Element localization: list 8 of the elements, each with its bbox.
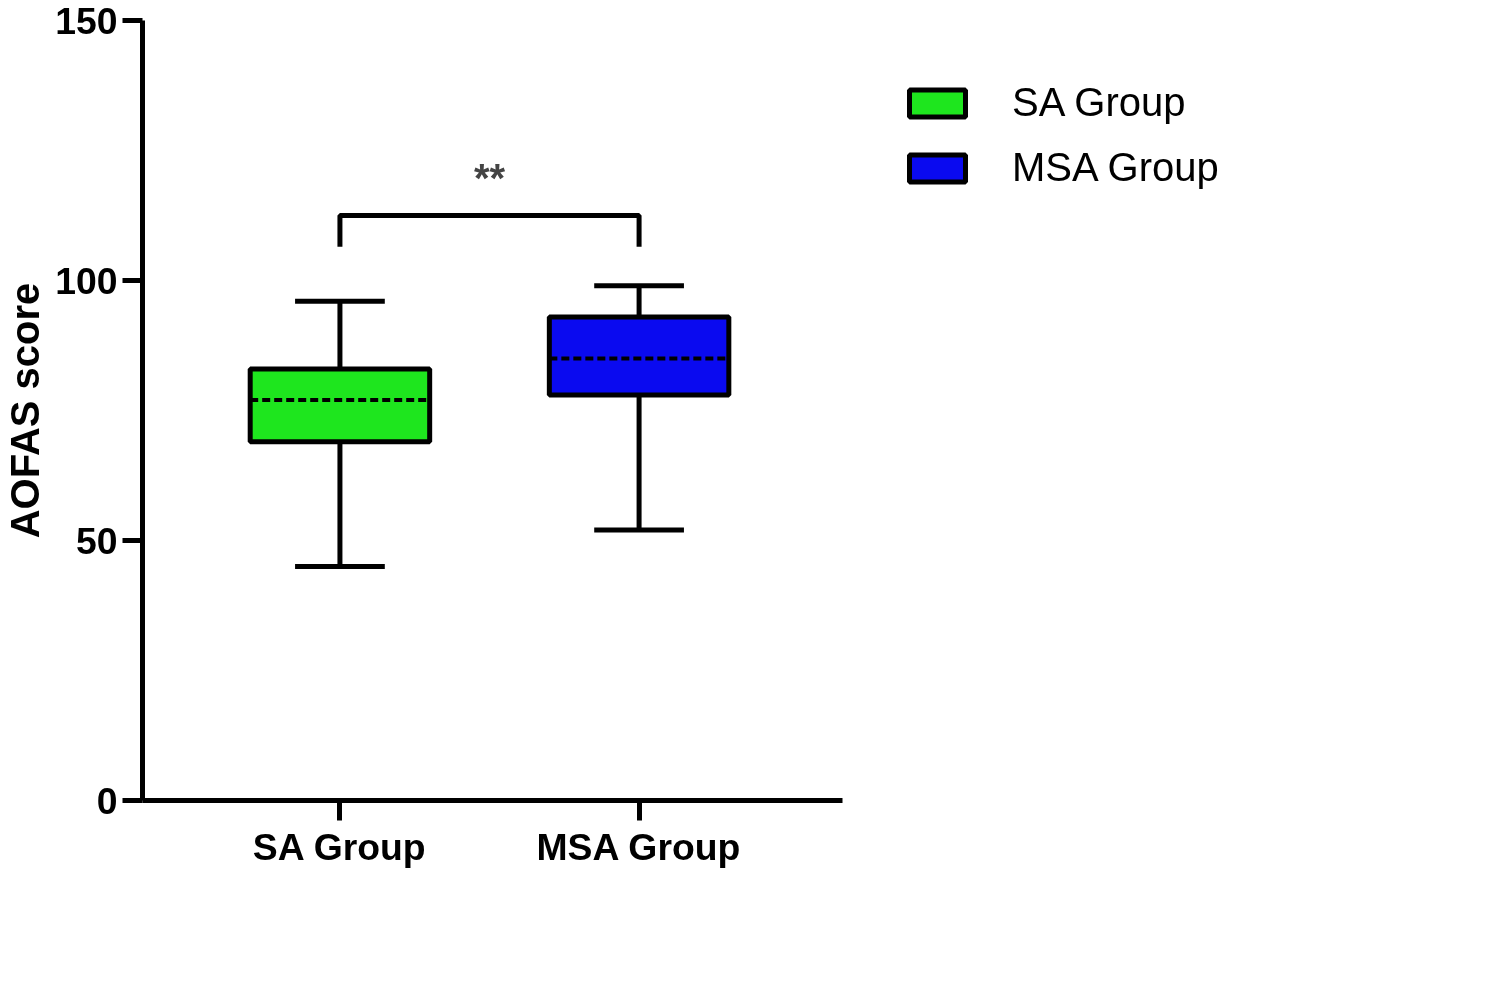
y-tick-label: 150 [55,0,118,42]
y-tick-label: 50 [75,519,118,562]
annotation: ** [473,155,506,200]
y-axis-title: AOFAS score [3,282,48,539]
y-tick-label: 100 [55,259,118,302]
y-tick-label: 0 [96,779,118,822]
legend-label: SA Group [1012,80,1186,125]
legend-label: MSA Group [1012,145,1219,190]
